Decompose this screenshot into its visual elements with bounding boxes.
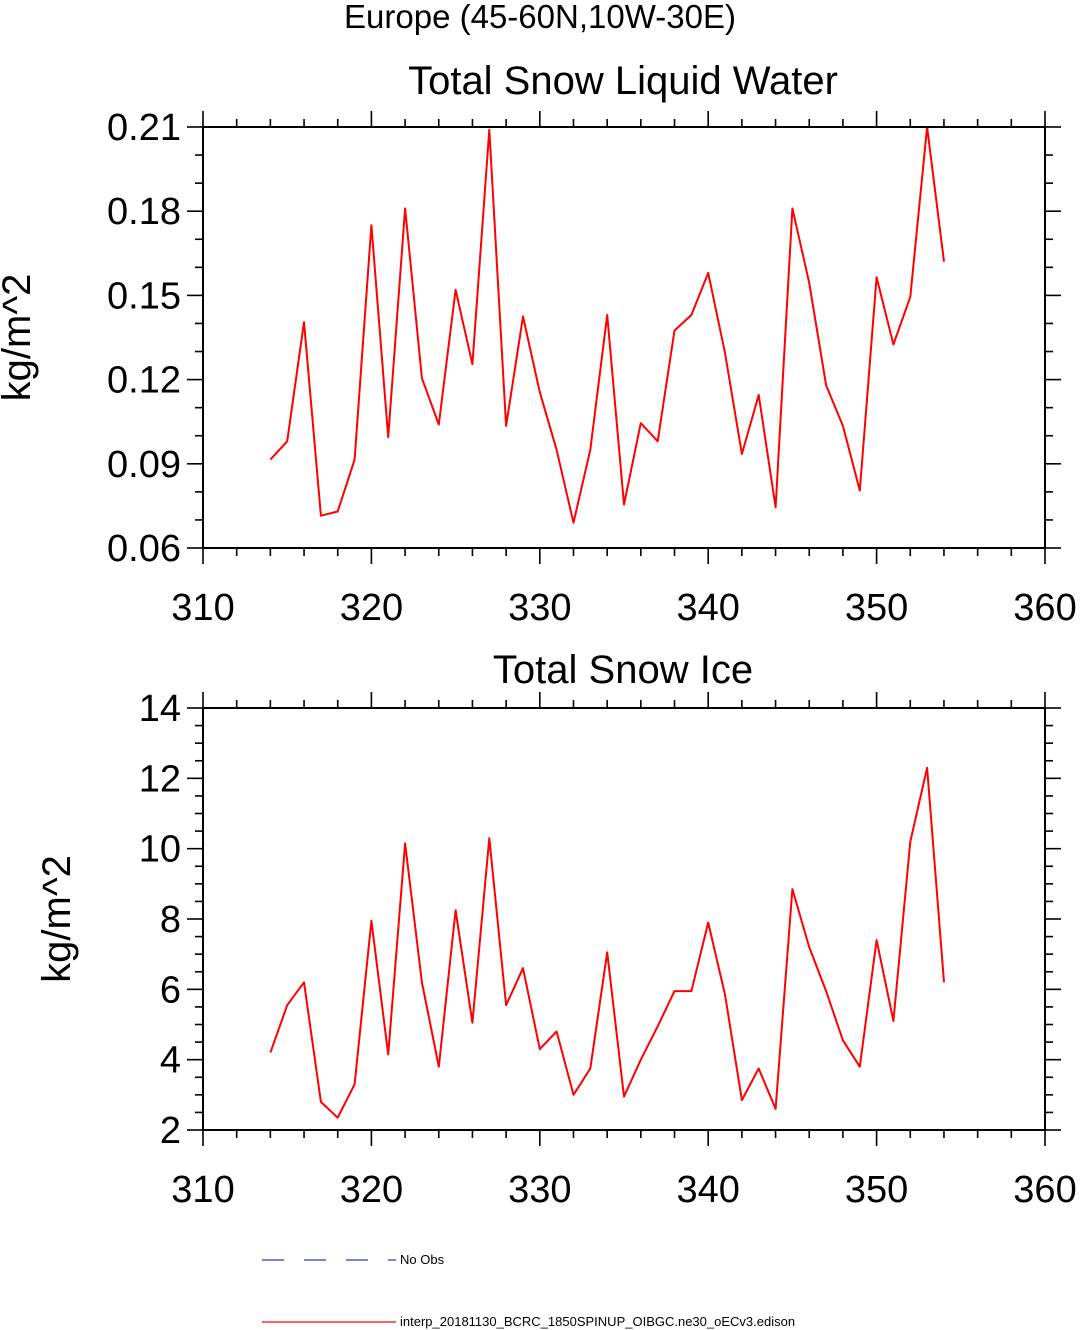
y-tick-labels: 0.06 0.09 0.12 0.15 0.18 0.21 [107,107,181,570]
x-tick-label: 320 [340,587,403,629]
y-tick-labels: 2 4 6 8 10 12 14 [139,688,181,1152]
y-tick-label: 8 [160,899,181,941]
y-tick-label: 14 [139,688,181,730]
x-tick-label: 330 [508,1169,571,1211]
y-tick-label: 0.09 [107,444,181,486]
legend-label-model: interp_20181130_BCRC_1850SPINUP_OIBGC.ne… [400,1314,795,1329]
plot-frame [202,126,1046,549]
legend: No Obs interp_20181130_BCRC_1850SPINUP_O… [262,1252,795,1329]
y-axis-label: kg/m^2 [35,855,79,983]
series-group [269,126,945,524]
chart-title: Total Snow Ice [493,648,753,692]
y-tick-label: 0.15 [107,275,181,317]
x-tick-labels: 310 320 330 340 350 360 [171,1169,1076,1211]
x-tick-label: 350 [845,1169,908,1211]
x-tick-label: 310 [171,587,234,629]
y-tick-label: 10 [139,829,181,871]
y-tick-label: 6 [160,969,181,1011]
chart-title: Total Snow Liquid Water [408,59,838,103]
x-tick-label: 340 [676,1169,739,1211]
plot-frame [202,707,1046,1131]
y-axis-label: kg/m^2 [0,274,39,402]
series-line-model [269,126,945,524]
x-tick-label: 320 [340,1169,403,1211]
y-tick-label: 0.12 [107,360,181,402]
chart-liquid-water: Total Snow Liquid Water 310 320 330 340 350 3… [0,59,1077,629]
legend-label-no-obs: No Obs [400,1252,445,1267]
y-tick-label: 0.06 [107,528,181,570]
y-tick-label: 12 [139,758,181,800]
x-tick-label: 360 [1013,587,1076,629]
y-tick-label: 2 [160,1110,181,1152]
y-tick-label: 0.21 [107,107,181,149]
figure-title: Europe (45-60N,10W-30E) [344,0,736,35]
x-tick-label: 310 [171,1169,234,1211]
chart-snow-ice: Total Snow Ice 310 320 330 340 350 360 2 4 6 8 10… [35,648,1077,1211]
tick-marks [187,111,1061,564]
x-tick-label: 340 [676,587,739,629]
y-tick-label: 4 [160,1040,181,1082]
x-tick-labels: 310 320 330 340 350 360 [171,587,1076,629]
x-tick-label: 350 [845,587,908,629]
x-tick-label: 360 [1013,1169,1076,1211]
series-group [269,766,945,1119]
x-tick-label: 330 [508,587,571,629]
series-line-model [269,766,945,1119]
tick-marks [187,692,1061,1146]
y-tick-label: 0.18 [107,191,181,233]
